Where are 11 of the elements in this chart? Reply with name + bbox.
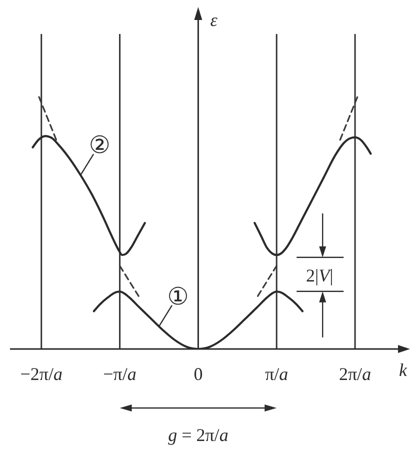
x-tick-label: −2π/a bbox=[20, 364, 62, 384]
x-axis-title: k bbox=[399, 360, 408, 380]
x-tick-label: 0 bbox=[194, 364, 203, 384]
annotation: 2|V| bbox=[306, 265, 334, 286]
x-tick-label: −π/a bbox=[103, 364, 136, 384]
annotation: ① bbox=[167, 282, 189, 310]
x-tick-label: 2π/a bbox=[338, 364, 372, 384]
x-tick-label: π/a bbox=[265, 364, 288, 384]
annotation: ② bbox=[88, 131, 110, 160]
y-axis-title: ε bbox=[210, 10, 218, 30]
text: g = 2π/a bbox=[168, 425, 228, 445]
